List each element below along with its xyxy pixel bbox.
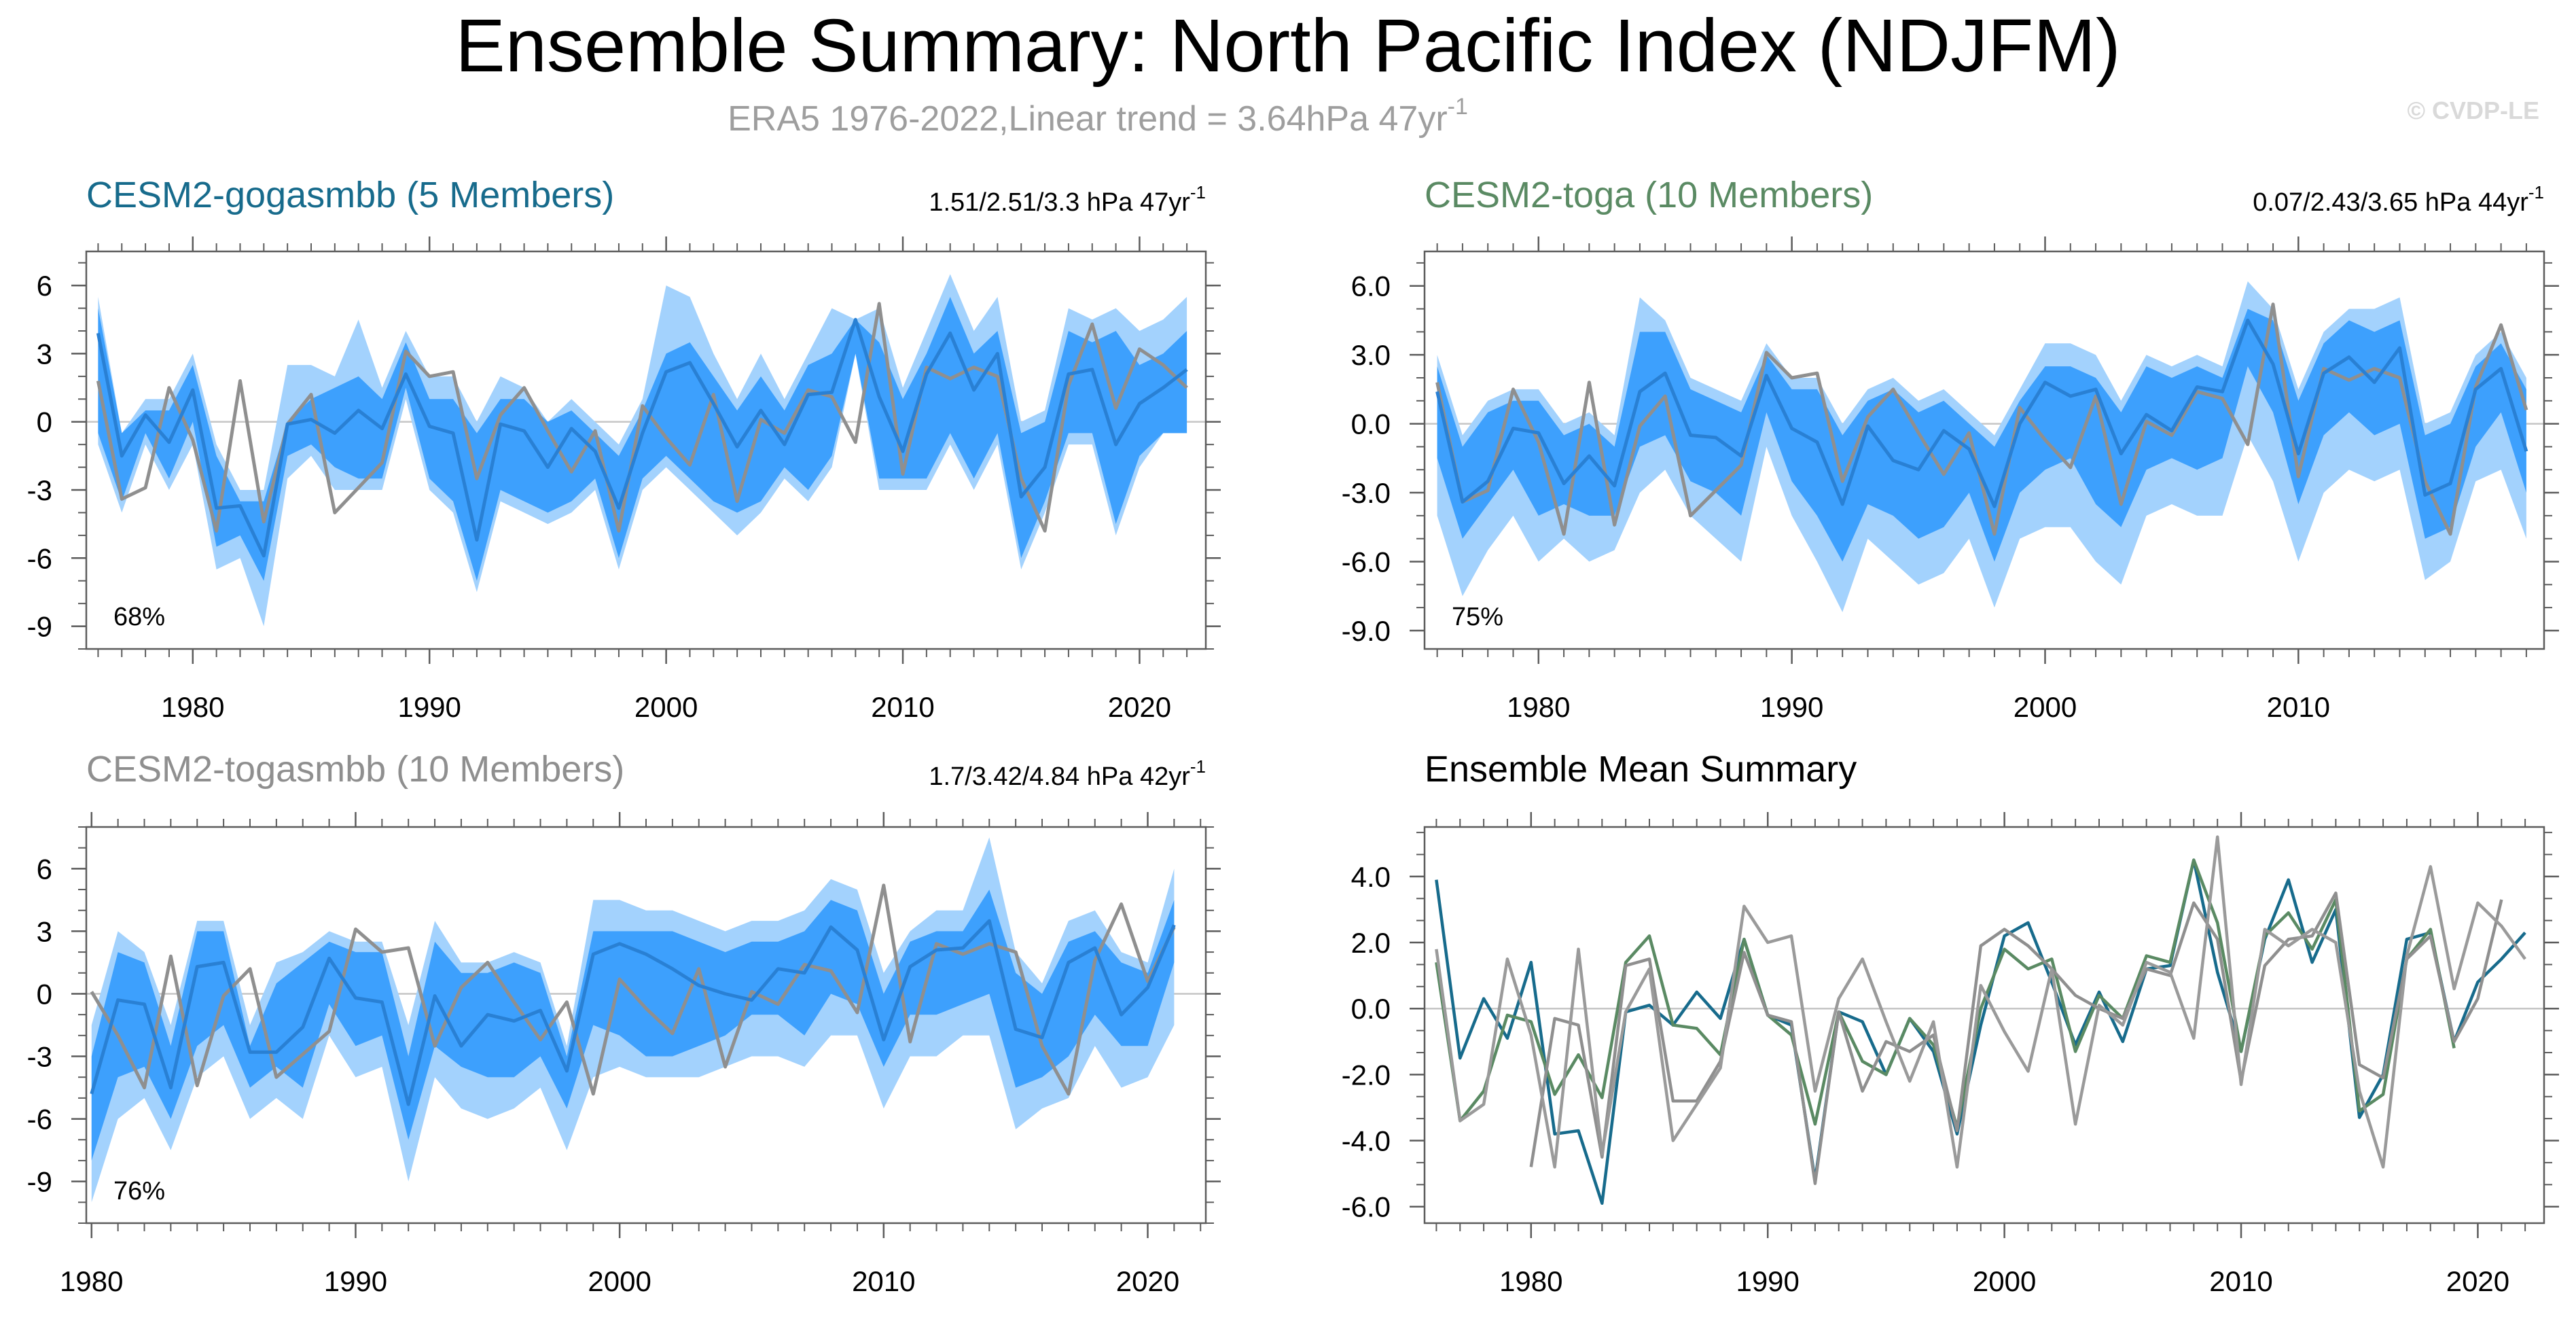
x-tick-label: 1990 [1760, 691, 1823, 723]
plot-area [86, 837, 1206, 1203]
series-line-era5 [1435, 835, 2526, 1169]
y-tick-label: 6 [37, 270, 52, 302]
percentile-label: 75% [1452, 603, 1503, 631]
plot-frame [1423, 826, 2545, 1225]
y-tick-label: -2.0 [1342, 1059, 1391, 1091]
y-tick-label: 0 [37, 406, 52, 438]
y-tick-label: 0.0 [1351, 993, 1391, 1025]
y-tick-label: -6 [27, 1104, 52, 1135]
subtitle-sup: -1 [1448, 94, 1468, 120]
y-tick-label: 0 [37, 978, 52, 1010]
x-tick-label: 2020 [2446, 1265, 2509, 1297]
x-tick-label: 2010 [2209, 1265, 2272, 1297]
percentile-label: 68% [113, 603, 165, 631]
y-tick-label: -3 [27, 1041, 52, 1073]
y-tick-label: -6 [27, 542, 52, 574]
x-tick-label: 1990 [397, 691, 461, 723]
trend-sup: -1 [1190, 182, 1206, 202]
trend-sup: -1 [1190, 756, 1206, 777]
x-tick-label: 2000 [2014, 691, 2077, 723]
figure-subtitle: ERA5 1976-2022,Linear trend = 3.64hPa 47… [728, 94, 1468, 139]
panel-toga: CESM2-toga (10 Members) 0.07/2.43/3.65 hP… [1342, 175, 2559, 723]
y-tick-label: 4.0 [1351, 861, 1391, 893]
plot-area [1425, 835, 2544, 1205]
x-tick-label: 2010 [871, 691, 934, 723]
ensemble-mean-line [96, 317, 1188, 558]
panels: CESM2-gogasmbb (5 Members) 1.51/2.51/3.3 … [27, 175, 2559, 1297]
x-tick-label: 2010 [852, 1265, 915, 1297]
y-tick-label: 3 [37, 915, 52, 947]
ensemble-mean-line [1435, 318, 2528, 508]
x-tick-label: 1980 [1499, 1265, 1562, 1297]
trend-value: 1.7/3.42/4.84 hPa 42yr [929, 762, 1190, 791]
trend-sup: -1 [2528, 182, 2544, 202]
y-tick-label: -6.0 [1342, 546, 1391, 578]
subtitle-text: ERA5 1976-2022,Linear trend = 3.64hPa 47… [728, 99, 1448, 139]
x-tick-label: 2000 [1973, 1265, 2036, 1297]
y-tick-label: -3.0 [1342, 477, 1391, 509]
plot-frame [1423, 250, 2545, 650]
observed-line [1435, 302, 2528, 536]
panel-title: CESM2-togasmbb (10 Members) [86, 749, 624, 790]
y-tick-label: -6.0 [1342, 1191, 1391, 1223]
inner-spread-band [1437, 309, 2526, 562]
y-tick-label: 6.0 [1351, 270, 1391, 302]
x-tick-label: 1980 [1507, 691, 1570, 723]
y-tick-label: -3 [27, 474, 52, 506]
x-tick-label: 2000 [634, 691, 698, 723]
copyright-label: © CVDP-LE [2407, 96, 2539, 124]
y-tick-label: 2.0 [1351, 927, 1391, 959]
trend-label: 1.7/3.42/4.84 hPa 42yr-1 [929, 756, 1206, 791]
x-tick-label: 1980 [161, 691, 224, 723]
figure-title: Ensemble Summary: North Pacific Index (N… [455, 4, 2120, 88]
y-tick-label: -9 [27, 1166, 52, 1198]
trend-value: 0.07/2.43/3.65 hPa 44yr [2253, 188, 2528, 217]
trend-label: 0.07/2.43/3.65 hPa 44yr-1 [2253, 182, 2544, 217]
ensemble-mean-line [90, 919, 1176, 1106]
y-tick-label: 3 [37, 338, 52, 370]
trend-value: 1.51/2.51/3.3 hPa 47yr [929, 188, 1190, 217]
plot-area [86, 274, 1206, 627]
panel-title: Ensemble Mean Summary [1425, 749, 1857, 790]
x-tick-label: 2000 [588, 1265, 651, 1297]
panel-gogasmbb: CESM2-gogasmbb (5 Members) 1.51/2.51/3.3 … [27, 175, 1221, 723]
y-tick-label: -9.0 [1342, 615, 1391, 647]
y-tick-label: 0.0 [1351, 408, 1391, 440]
panel-title: CESM2-toga (10 Members) [1425, 175, 1873, 215]
x-tick-label: 1990 [1736, 1265, 1799, 1297]
percentile-label: 76% [113, 1177, 165, 1205]
y-tick-label: 6 [37, 853, 52, 885]
x-tick-label: 2020 [1116, 1265, 1179, 1297]
y-tick-label: 3.0 [1351, 339, 1391, 371]
y-tick-label: -4.0 [1342, 1125, 1391, 1157]
plot-area [1425, 281, 2544, 612]
x-tick-label: 2020 [1108, 691, 1171, 723]
x-tick-label: 2010 [2267, 691, 2330, 723]
panel-title: CESM2-gogasmbb (5 Members) [86, 175, 614, 215]
trend-label: 1.51/2.51/3.3 hPa 47yr-1 [929, 182, 1206, 217]
x-tick-label: 1990 [324, 1265, 387, 1297]
inner-spread-band [91, 890, 1175, 1161]
panel-togasmbb: CESM2-togasmbb (10 Members) 1.7/3.42/4.84… [27, 749, 1221, 1297]
panel-ens_mean_summary: Ensemble Mean Summary 4.0 2.0 0.0 -2.0 -4.0 -6… [1342, 749, 2559, 1297]
x-tick-label: 1980 [60, 1265, 123, 1297]
plot-frame [85, 250, 1207, 650]
y-tick-label: -9 [27, 611, 52, 643]
series-line-cesm2-togasmbb [1529, 891, 2503, 1185]
